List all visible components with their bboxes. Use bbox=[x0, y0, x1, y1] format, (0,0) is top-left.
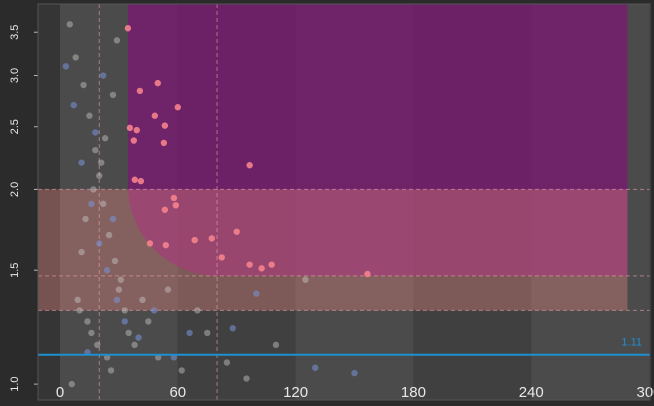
point bbox=[246, 162, 253, 169]
point bbox=[130, 137, 138, 144]
y-tick-label: 3.5 bbox=[9, 25, 21, 40]
point bbox=[109, 215, 117, 223]
point bbox=[126, 124, 134, 132]
point bbox=[131, 341, 138, 349]
point bbox=[164, 286, 172, 293]
point bbox=[151, 307, 158, 314]
point bbox=[124, 25, 132, 32]
point bbox=[80, 81, 87, 89]
point bbox=[162, 241, 170, 249]
x-tick-label: 0 bbox=[56, 384, 64, 401]
point bbox=[105, 231, 113, 239]
point bbox=[78, 159, 85, 166]
y-tick-label: 2.5 bbox=[9, 119, 21, 134]
point bbox=[223, 359, 231, 366]
point bbox=[115, 286, 123, 293]
point bbox=[125, 329, 132, 337]
point bbox=[170, 194, 178, 202]
plot-border bbox=[37, 3, 651, 401]
point bbox=[96, 172, 103, 179]
x-tick-label: 180 bbox=[401, 384, 426, 401]
point bbox=[233, 228, 240, 235]
point bbox=[70, 101, 77, 109]
point bbox=[62, 63, 70, 70]
point bbox=[139, 296, 146, 304]
point bbox=[68, 380, 75, 388]
point bbox=[186, 329, 193, 337]
point bbox=[161, 122, 169, 129]
point bbox=[145, 318, 152, 325]
point bbox=[268, 261, 275, 268]
y-tick-label: 1.0 bbox=[9, 376, 21, 391]
point bbox=[243, 375, 250, 382]
point bbox=[86, 112, 93, 119]
point bbox=[74, 296, 81, 304]
point bbox=[78, 248, 85, 256]
point bbox=[191, 236, 198, 244]
point bbox=[161, 206, 169, 213]
y-tick-label: 2.0 bbox=[9, 182, 21, 197]
point bbox=[218, 254, 225, 261]
point bbox=[101, 135, 109, 142]
point bbox=[312, 364, 319, 371]
point bbox=[72, 54, 79, 61]
point bbox=[92, 129, 99, 136]
point bbox=[131, 176, 138, 183]
point bbox=[88, 329, 95, 337]
region bbox=[127, 4, 628, 276]
point bbox=[84, 318, 91, 325]
point bbox=[66, 21, 74, 28]
y-tick-label: 3.0 bbox=[9, 68, 21, 83]
point bbox=[229, 325, 236, 332]
point bbox=[146, 240, 154, 247]
point bbox=[117, 276, 125, 283]
point bbox=[151, 112, 159, 119]
point bbox=[96, 240, 103, 247]
point bbox=[94, 341, 101, 349]
point bbox=[253, 290, 260, 297]
point bbox=[302, 276, 309, 283]
point bbox=[133, 126, 140, 134]
point bbox=[99, 200, 107, 208]
point bbox=[246, 261, 253, 268]
point bbox=[92, 146, 99, 154]
point bbox=[113, 37, 121, 44]
point bbox=[107, 367, 115, 374]
point bbox=[272, 341, 280, 349]
point bbox=[82, 215, 89, 223]
point bbox=[154, 79, 161, 87]
point bbox=[174, 104, 181, 111]
point bbox=[178, 367, 185, 374]
x-tick-label: 60 bbox=[169, 384, 186, 401]
point bbox=[121, 318, 128, 325]
point bbox=[204, 329, 211, 337]
point bbox=[88, 200, 95, 208]
point bbox=[98, 159, 105, 166]
point bbox=[137, 177, 145, 185]
point bbox=[99, 72, 107, 79]
x-tick-label: 120 bbox=[283, 384, 308, 401]
x-tick-label: 300 bbox=[637, 384, 654, 401]
point bbox=[258, 265, 265, 272]
point bbox=[351, 369, 358, 377]
point bbox=[90, 186, 97, 193]
y-tick-label: 1.5 bbox=[9, 263, 21, 278]
point bbox=[194, 307, 201, 314]
point bbox=[111, 257, 119, 265]
point bbox=[109, 91, 117, 99]
reference-label: 1.11 bbox=[621, 337, 642, 349]
point bbox=[113, 296, 121, 304]
point bbox=[364, 270, 371, 278]
point bbox=[135, 334, 142, 341]
point bbox=[172, 202, 180, 209]
point bbox=[76, 307, 83, 314]
point bbox=[121, 307, 128, 314]
point bbox=[103, 267, 111, 274]
point bbox=[208, 235, 215, 242]
x-tick-label: 240 bbox=[519, 384, 544, 401]
region bbox=[38, 189, 628, 311]
point bbox=[160, 139, 168, 147]
point bbox=[136, 87, 144, 95]
